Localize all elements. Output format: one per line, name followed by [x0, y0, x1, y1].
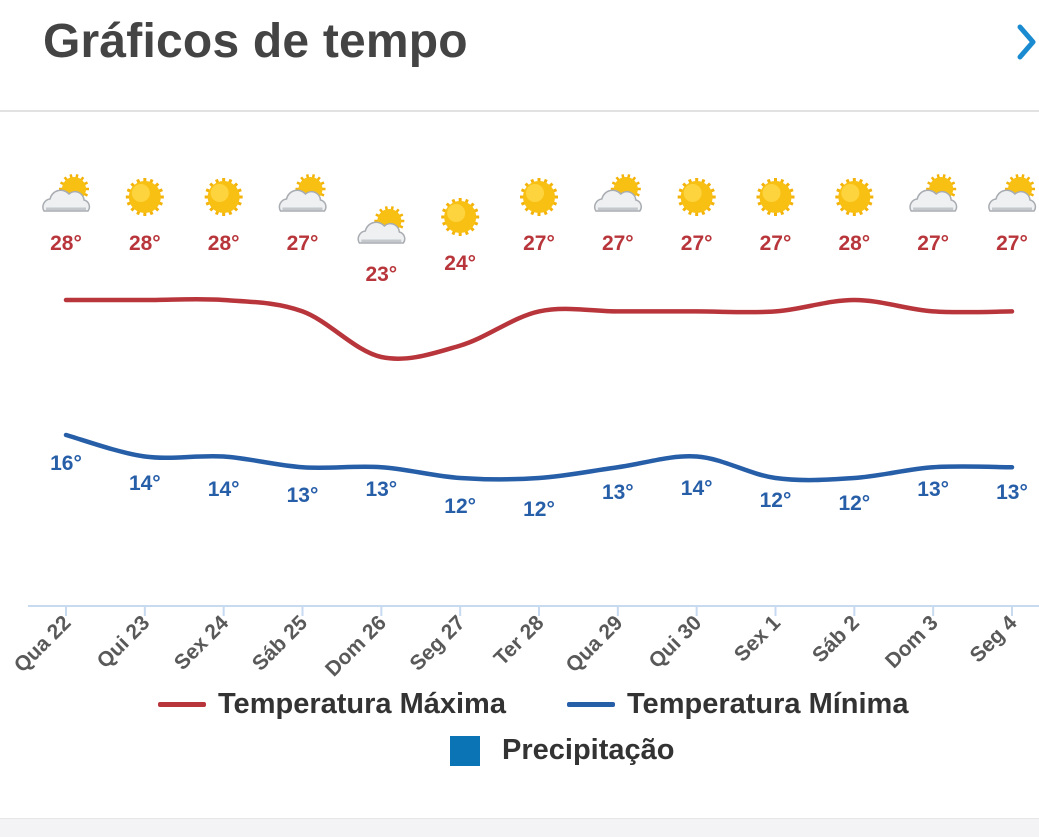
partly-cloudy-icon-12: [988, 174, 1037, 212]
sun-icon-1: [125, 178, 164, 216]
min-label-6: 12°: [523, 498, 555, 521]
partly-cloudy-icon-3: [278, 174, 327, 212]
series-line-min: [63, 432, 1015, 483]
min-label-7: 13°: [602, 481, 634, 504]
sun-icon-2: [204, 178, 243, 216]
footer-bar: [0, 818, 1039, 837]
x-tick-label-2: Sex 24: [170, 611, 234, 675]
sun-icon-9: [756, 178, 795, 216]
x-tick-label-0: Qua 22: [10, 611, 76, 677]
max-label-5: 24°: [444, 252, 476, 275]
legend-item-max[interactable]: Temperatura Máxima: [158, 688, 506, 721]
chevron-right-icon: [1017, 24, 1036, 60]
x-tick-label-10: Sáb 2: [808, 611, 864, 667]
legend-label-min: Temperatura Mínima: [627, 688, 909, 720]
x-tick-label-9: Sex 1: [730, 611, 785, 666]
x-tick-label-6: Ter 28: [490, 611, 549, 670]
min-label-2: 14°: [208, 478, 240, 501]
series-line-max: [63, 296, 1015, 361]
max-label-10: 28°: [838, 232, 870, 255]
sun-icon-6: [520, 178, 558, 216]
legend-label-precip: Precipitação: [502, 734, 675, 766]
legend-item-min[interactable]: Temperatura Mínima: [567, 688, 908, 721]
sun-icon-5: [441, 198, 480, 236]
x-tick-label-3: Sáb 25: [248, 611, 312, 675]
min-label-5: 12°: [444, 495, 476, 518]
min-label-9: 12°: [760, 489, 792, 512]
x-tick-label-8: Qui 30: [645, 611, 707, 673]
x-tick-label-11: Dom 3: [881, 611, 943, 673]
legend-item-precip[interactable]: Precipitação: [450, 734, 674, 767]
x-tick-label-1: Qui 23: [93, 611, 155, 673]
max-label-8: 27°: [681, 232, 713, 255]
x-tick-label-7: Qua 29: [562, 611, 628, 677]
legend-swatch-precip: [450, 735, 480, 766]
header-bar: Gráficos de tempo: [0, 0, 1039, 112]
partly-cloudy-icon-11: [909, 174, 958, 212]
max-label-12: 27°: [996, 232, 1028, 255]
min-label-3: 13°: [287, 484, 319, 507]
sun-icon-10: [835, 178, 874, 216]
max-label-0: 28°: [50, 232, 82, 255]
legend-swatch-max: [158, 702, 206, 707]
legend-swatch-min: [567, 702, 615, 707]
max-label-7: 27°: [602, 232, 634, 255]
x-tick-label-5: Seg 27: [406, 611, 470, 675]
min-label-4: 13°: [365, 478, 397, 501]
max-label-6: 27°: [523, 232, 555, 255]
min-label-12: 13°: [996, 481, 1028, 504]
max-label-9: 27°: [760, 232, 792, 255]
sun-icon-8: [677, 178, 716, 216]
partly-cloudy-icon-4: [357, 206, 406, 244]
min-label-8: 14°: [681, 477, 713, 500]
next-button[interactable]: [1008, 18, 1039, 66]
partly-cloudy-icon-7: [593, 174, 642, 212]
max-label-11: 27°: [917, 232, 949, 255]
legend-label-max: Temperatura Máxima: [218, 688, 506, 720]
chart-legend: Temperatura Máxima Temperatura Mínima Pr…: [0, 680, 1039, 780]
weather-chart: 28° 28° 28° 27° 23° 24° 27° 27° 27° 27° 28° 27° 27° 1…: [10, 174, 1039, 680]
min-label-11: 13°: [917, 478, 949, 501]
x-tick-label-4: Dom 26: [321, 611, 391, 680]
x-tick-label-12: Seg 4: [966, 611, 1022, 667]
page-title: Gráficos de tempo: [43, 15, 468, 68]
min-label-1: 14°: [129, 472, 161, 495]
min-label-10: 12°: [838, 492, 870, 515]
min-label-0: 16°: [50, 452, 82, 475]
max-label-3: 27°: [287, 232, 319, 255]
max-label-2: 28°: [208, 232, 240, 255]
max-label-1: 28°: [129, 232, 161, 255]
partly-cloudy-icon-0: [42, 174, 91, 212]
max-label-4: 23°: [365, 263, 397, 286]
